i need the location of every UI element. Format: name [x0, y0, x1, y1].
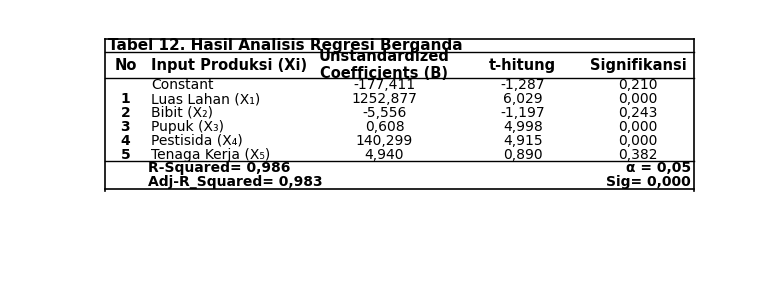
Text: 0,608: 0,608 — [364, 120, 404, 134]
Text: Bibit (X₂): Bibit (X₂) — [151, 106, 214, 120]
Text: Luas Lahan (X₁): Luas Lahan (X₁) — [151, 92, 261, 106]
Text: 0,000: 0,000 — [619, 134, 658, 148]
Text: Unstandardized
Coefficients (B): Unstandardized Coefficients (B) — [319, 49, 450, 81]
Text: Pupuk (X₃): Pupuk (X₃) — [151, 120, 225, 134]
Text: 0,890: 0,890 — [503, 147, 543, 162]
Text: Signifikansi: Signifikansi — [590, 58, 686, 73]
Text: 4,915: 4,915 — [503, 134, 543, 148]
Text: 5: 5 — [121, 147, 130, 162]
Text: 140,299: 140,299 — [356, 134, 413, 148]
Text: α = 0,05: α = 0,05 — [626, 161, 691, 175]
Text: Constant: Constant — [151, 78, 214, 92]
Text: Tabel 12. Hasil Analisis Regresi Berganda: Tabel 12. Hasil Analisis Regresi Bergand… — [108, 38, 463, 53]
Text: t-hitung: t-hitung — [489, 58, 556, 73]
Text: Pestisida (X₄): Pestisida (X₄) — [151, 134, 243, 148]
Text: No: No — [114, 58, 136, 73]
Text: 4,998: 4,998 — [503, 120, 543, 134]
Text: 3: 3 — [121, 120, 130, 134]
Text: -1,197: -1,197 — [501, 106, 545, 120]
Text: 0,000: 0,000 — [619, 92, 658, 106]
Text: 0,243: 0,243 — [619, 106, 658, 120]
Text: 4,940: 4,940 — [365, 147, 404, 162]
Text: -1,287: -1,287 — [501, 78, 545, 92]
Text: Adj-R_Squared= 0,983: Adj-R_Squared= 0,983 — [148, 175, 323, 189]
Text: -177,411: -177,411 — [353, 78, 416, 92]
Text: Input Produksi (Xi): Input Produksi (Xi) — [151, 58, 307, 73]
Text: -5,556: -5,556 — [362, 106, 406, 120]
Text: 1: 1 — [121, 92, 130, 106]
Text: 6,029: 6,029 — [503, 92, 543, 106]
Text: Sig= 0,000: Sig= 0,000 — [606, 175, 691, 189]
Text: 2: 2 — [121, 106, 130, 120]
Text: 0,000: 0,000 — [619, 120, 658, 134]
Text: 0,382: 0,382 — [619, 147, 658, 162]
Text: R-Squared= 0,986: R-Squared= 0,986 — [148, 161, 291, 175]
Text: 0,210: 0,210 — [619, 78, 658, 92]
Text: Tenaga Kerja (X₅): Tenaga Kerja (X₅) — [151, 147, 271, 162]
Text: 1252,877: 1252,877 — [352, 92, 417, 106]
Text: 4: 4 — [121, 134, 130, 148]
